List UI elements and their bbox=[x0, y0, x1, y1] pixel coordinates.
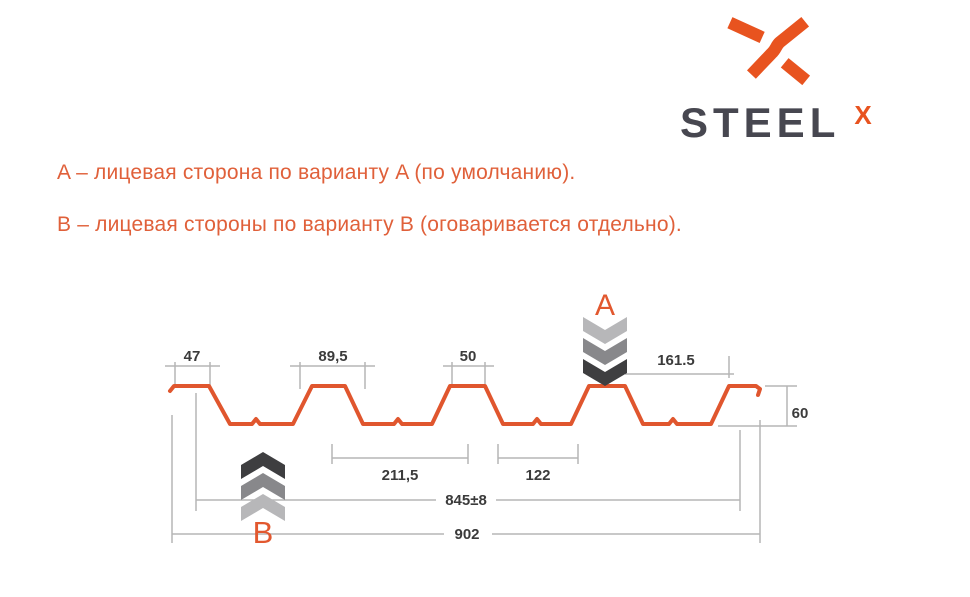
dim-50: 50 bbox=[460, 348, 477, 365]
profile-outline bbox=[168, 384, 762, 426]
brand-text: STEEL bbox=[680, 99, 841, 146]
dim-122: 122 bbox=[525, 467, 550, 484]
logo-arm-bottom-right bbox=[780, 58, 811, 86]
logo-arm-top-left bbox=[727, 17, 765, 43]
logo: STEEL X bbox=[680, 10, 920, 144]
side-b-label: B bbox=[253, 515, 274, 550]
dim-902: 902 bbox=[454, 526, 479, 543]
logo-ribbon bbox=[746, 16, 810, 79]
dim-47: 47 bbox=[184, 348, 201, 365]
logo-x-icon bbox=[727, 16, 811, 86]
note-variant-a: A – лицевая сторона по варианту A (по ум… bbox=[57, 161, 576, 184]
dim-211-5: 211,5 bbox=[382, 467, 419, 484]
side-a-label: A bbox=[595, 289, 615, 322]
dim-60: 60 bbox=[792, 405, 809, 422]
brand-sup-x: X bbox=[854, 100, 872, 130]
dim-161-5: 161.5 bbox=[657, 352, 695, 369]
dim-89-5: 89,5 bbox=[318, 348, 347, 365]
profile-drawing: A B 47 89,5 50 161.5 60 211,5 122 845±8 … bbox=[165, 289, 809, 550]
dim-845: 845±8 bbox=[445, 492, 487, 509]
side-a-chevrons-icon bbox=[583, 317, 627, 386]
dimension-lines bbox=[165, 356, 797, 543]
side-b-chevrons-icon bbox=[241, 452, 285, 521]
note-variant-b: B – лицевая стороны по варианту B (огова… bbox=[57, 213, 682, 236]
